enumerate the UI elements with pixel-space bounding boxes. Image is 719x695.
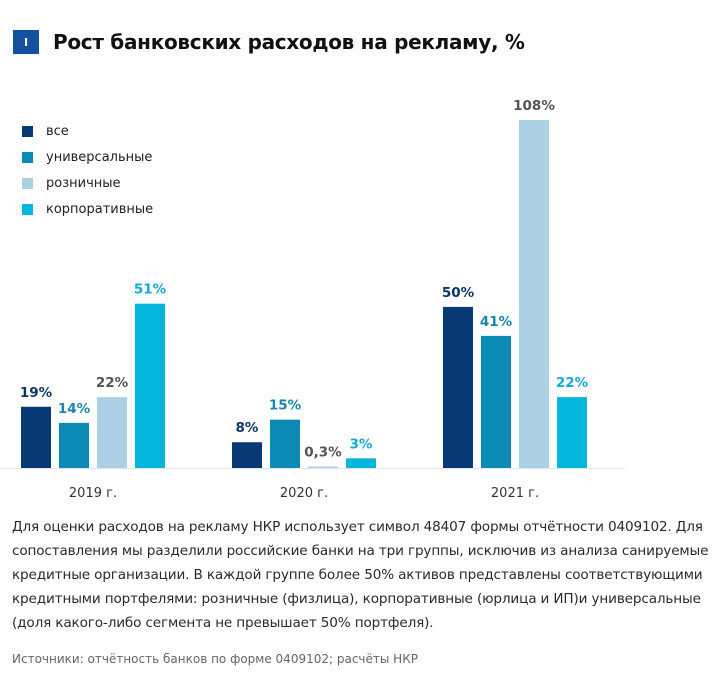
section-badge: I	[13, 30, 39, 54]
legend-item-corporate: корпоративные	[22, 196, 153, 222]
data-label: 19%	[20, 385, 53, 401]
data-label: 51%	[134, 282, 167, 298]
bar	[135, 303, 165, 468]
data-label: 8%	[236, 420, 259, 436]
bar	[21, 406, 51, 468]
source-note: Источники: отчётность банков по форме 04…	[12, 652, 418, 666]
legend-swatch	[22, 203, 33, 215]
bar	[557, 397, 587, 468]
legend-item-all: все	[22, 118, 153, 144]
bar	[308, 466, 338, 468]
data-label: 15%	[269, 398, 302, 414]
bar	[519, 120, 549, 468]
bar	[481, 335, 511, 468]
legend-item-universal: универсальные	[22, 144, 153, 170]
legend-label: все	[46, 123, 69, 139]
legend-label: универсальные	[46, 149, 153, 165]
x-tick-label: 2021 г.	[491, 486, 539, 501]
data-label: 3%	[350, 436, 373, 452]
data-label: 0,3%	[304, 445, 342, 461]
methodology-note: Для оценки расходов на рекламу НКР испол…	[12, 519, 709, 631]
data-label: 14%	[58, 401, 91, 417]
legend-item-retail: розничные	[22, 170, 153, 196]
legend-swatch	[22, 177, 33, 189]
data-label: 50%	[442, 285, 475, 301]
legend-label: корпоративные	[46, 201, 154, 217]
bar	[443, 306, 473, 468]
bar	[97, 397, 127, 468]
legend: все универсальные розничные корпоративны…	[22, 118, 153, 222]
x-tick-label: 2019 г.	[69, 486, 117, 501]
chart-title: Рост банковских расходов на рекламу, %	[53, 30, 525, 54]
legend-swatch	[22, 125, 33, 137]
data-label: 22%	[556, 375, 589, 391]
bar	[270, 419, 300, 468]
bar-chart: 19% 14% 22% 51% 2019 г. 8% 15% 0,3% 3% 2020 г. 50%…	[0, 98, 625, 501]
data-label: 108%	[513, 98, 555, 114]
bar	[232, 442, 262, 468]
data-label: 41%	[480, 314, 513, 330]
bar	[59, 422, 89, 468]
bar	[346, 458, 376, 468]
legend-label: розничные	[46, 175, 121, 191]
data-label: 22%	[96, 375, 129, 391]
legend-swatch	[22, 151, 33, 163]
x-tick-label: 2020 г.	[280, 486, 328, 501]
chart-header: I Рост банковских расходов на рекламу, %	[13, 30, 525, 54]
